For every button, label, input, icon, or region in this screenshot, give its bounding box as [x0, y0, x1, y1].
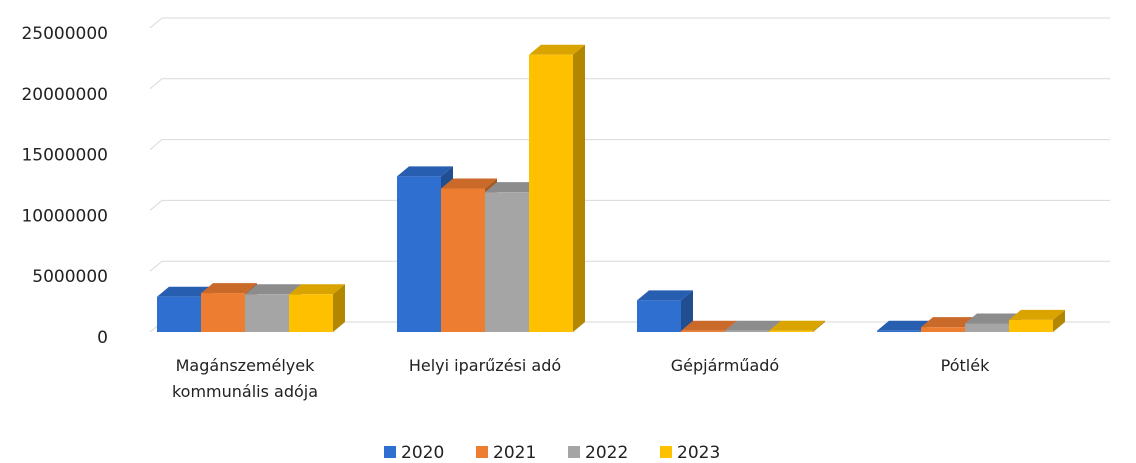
grid-line	[149, 139, 1110, 150]
bar-top	[485, 182, 541, 193]
legend-label: 2021	[493, 443, 536, 463]
legend-swatch	[568, 446, 580, 458]
bar-side	[573, 44, 585, 332]
bar	[529, 44, 585, 332]
legend-swatch	[476, 446, 488, 458]
bar	[201, 283, 257, 332]
bar-top	[877, 320, 933, 331]
bar-top	[245, 284, 301, 295]
y-tick-label: 0	[97, 328, 108, 348]
bar-top	[965, 313, 1021, 324]
grid-line-side	[149, 260, 163, 272]
bar-front	[725, 330, 769, 332]
bar-top	[725, 320, 781, 331]
bar	[769, 320, 825, 332]
bar	[637, 290, 693, 332]
bar-front	[485, 192, 529, 332]
x-tick-label: Magánszemélyek kommunális adója	[171, 356, 319, 401]
legend-swatch	[660, 446, 672, 458]
bar-front	[157, 296, 201, 332]
legend-label: 2023	[677, 443, 720, 463]
x-tick-label: Gépjárműadó	[670, 356, 780, 375]
y-tick-label: 5000000	[32, 267, 108, 287]
legend-swatch	[384, 446, 396, 458]
bar-front	[289, 294, 333, 332]
y-tick-label: 25000000	[21, 24, 108, 44]
bar-front	[397, 176, 441, 332]
bar	[1009, 309, 1065, 332]
bar-top	[441, 178, 497, 189]
grid-line-side	[149, 17, 163, 29]
bar-top	[201, 283, 257, 294]
bar-front	[245, 294, 289, 332]
bar	[289, 284, 345, 332]
grid-line	[149, 17, 1110, 29]
x-tick-label: Pótlék	[940, 356, 990, 375]
bar-front	[529, 54, 573, 332]
bar-top	[397, 166, 453, 177]
bar-front	[769, 330, 813, 332]
grid-line	[149, 78, 1110, 90]
grid-line-side	[149, 200, 163, 211]
grid-line-side	[149, 139, 163, 150]
bar-front	[681, 330, 725, 332]
bar-front	[921, 327, 965, 332]
bar-front	[441, 188, 485, 332]
bar-side	[681, 290, 693, 332]
legend-label: 2022	[585, 443, 628, 463]
bar-top	[1009, 309, 1065, 320]
x-tick-label: Helyi iparűzési adó	[408, 356, 562, 375]
y-tick-label: 10000000	[21, 206, 108, 226]
bar-side	[333, 284, 345, 332]
bar-front	[965, 323, 1009, 332]
bar-top	[921, 317, 977, 328]
bar-top	[157, 286, 213, 297]
bar-top	[289, 284, 345, 295]
grid-line-side	[149, 78, 163, 90]
y-tick-label: 20000000	[21, 85, 108, 105]
bar-side	[813, 320, 825, 332]
bar-top	[681, 320, 737, 331]
bar-front	[637, 300, 681, 332]
bar-top	[769, 320, 825, 331]
bar-front	[1009, 319, 1053, 332]
grid-line	[149, 199, 1110, 211]
bar-front	[877, 330, 921, 332]
bar-side	[1053, 309, 1065, 332]
y-tick-label: 15000000	[21, 146, 108, 166]
bar-top	[529, 44, 585, 55]
bar-top	[637, 290, 693, 301]
bar-front	[201, 293, 245, 332]
grid-line	[149, 260, 1110, 272]
legend-label: 2020	[401, 443, 444, 463]
